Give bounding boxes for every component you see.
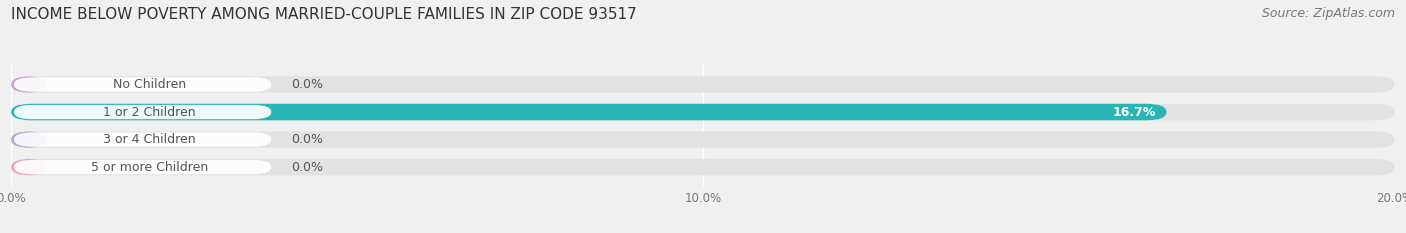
Text: 0.0%: 0.0% bbox=[291, 78, 323, 91]
FancyBboxPatch shape bbox=[14, 160, 271, 174]
FancyBboxPatch shape bbox=[14, 77, 271, 92]
FancyBboxPatch shape bbox=[11, 159, 1395, 175]
Text: 5 or more Children: 5 or more Children bbox=[91, 161, 208, 174]
FancyBboxPatch shape bbox=[14, 105, 271, 119]
FancyBboxPatch shape bbox=[11, 131, 46, 148]
FancyBboxPatch shape bbox=[11, 131, 1395, 148]
FancyBboxPatch shape bbox=[11, 159, 46, 175]
Text: 0.0%: 0.0% bbox=[291, 133, 323, 146]
Text: 3 or 4 Children: 3 or 4 Children bbox=[103, 133, 195, 146]
FancyBboxPatch shape bbox=[11, 104, 1167, 120]
Text: 0.0%: 0.0% bbox=[291, 161, 323, 174]
FancyBboxPatch shape bbox=[11, 104, 1395, 120]
Text: INCOME BELOW POVERTY AMONG MARRIED-COUPLE FAMILIES IN ZIP CODE 93517: INCOME BELOW POVERTY AMONG MARRIED-COUPL… bbox=[11, 7, 637, 22]
FancyBboxPatch shape bbox=[11, 76, 46, 93]
FancyBboxPatch shape bbox=[11, 76, 1395, 93]
FancyBboxPatch shape bbox=[14, 132, 271, 147]
Text: 1 or 2 Children: 1 or 2 Children bbox=[103, 106, 195, 119]
Text: No Children: No Children bbox=[112, 78, 186, 91]
Text: 16.7%: 16.7% bbox=[1112, 106, 1156, 119]
Text: Source: ZipAtlas.com: Source: ZipAtlas.com bbox=[1261, 7, 1395, 20]
